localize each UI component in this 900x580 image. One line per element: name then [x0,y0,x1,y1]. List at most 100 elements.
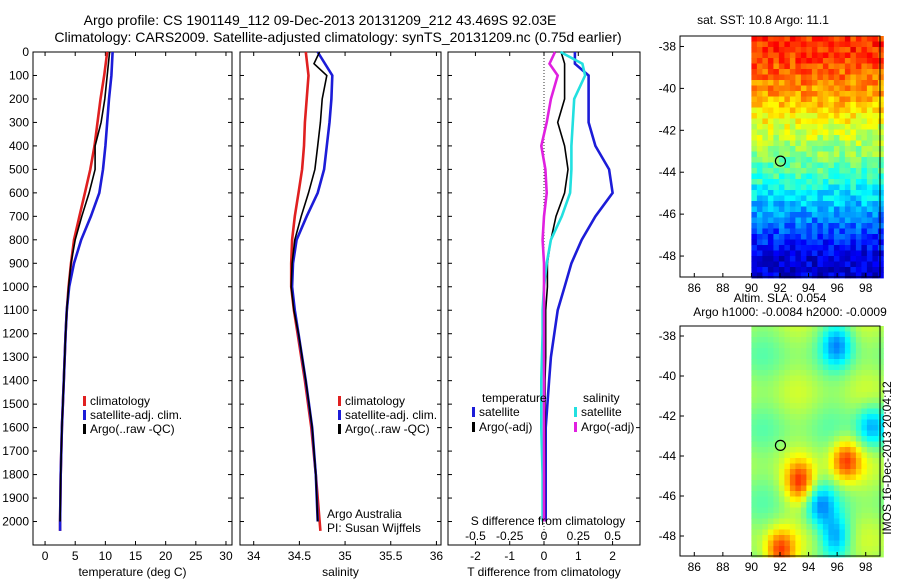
sla_map-cell [828,331,835,338]
sst_map-cell [844,179,851,185]
sst_map-cell [800,36,807,42]
sla_map-cell [784,408,791,415]
sst_map-cell [778,91,785,97]
sla_map-xtick-label: 88 [716,560,730,574]
sla_map-cell [751,491,758,497]
sst_map-cell [784,85,791,92]
sst_map-cell [778,173,785,180]
sla_map-cell [778,507,785,514]
sla_map-cell [850,425,857,431]
sst_map-cell [855,195,862,202]
sst_map-cell [789,212,796,218]
sla_map-xtick-label: 86 [688,560,702,574]
sst_map-cell [828,74,835,81]
sla_map-cell [822,452,829,459]
sst_map-cell [800,107,807,114]
sla_map-cell [828,408,835,415]
sst_map-cell [822,102,829,108]
sst_map-cell [833,124,840,130]
sst_map-cell [844,190,851,196]
sst_map-cell [811,140,818,147]
sst_map-cell [795,96,802,103]
sla_map-cell [822,425,829,431]
sst_map-cell [866,69,873,75]
sla_map-cell [866,507,873,514]
sla_map-cell [872,502,879,508]
sst_map-cell [767,146,774,152]
temperature-ytick-label: 1900 [2,491,29,505]
sst_map-cell [784,129,791,136]
sla_map-cell [767,408,774,415]
sst_map-cell [789,74,796,81]
sla_map-cell [778,353,785,360]
sst_map-cell [828,41,835,48]
sst_map-cell [866,146,873,152]
sst_map-cell [795,107,802,114]
sla_map-cell [800,513,807,519]
sla_map-cell [784,474,791,481]
sla_map-cell [811,381,818,387]
sst_map-cell [795,58,802,64]
sla_map-cell [817,551,824,558]
sst_map-cell [833,184,840,191]
sst_map-cell [850,107,857,114]
sla_map-cell [795,469,802,475]
sst_map-cell [817,190,824,196]
sst_map-cell [861,107,868,114]
sst_map-cell [778,217,785,224]
sst_map-cell [877,63,884,70]
sst_map-cell [806,162,813,169]
sla_map-cell [773,452,780,459]
sla_map-cell [751,518,758,525]
sla_map-cell [872,474,879,481]
sst_map-cell [806,135,813,141]
sla_map-cell [800,348,807,354]
sla_map-cell [866,436,873,442]
sla_map-cell [866,496,873,503]
sst_map-cell [850,36,857,42]
sla_map-cell [822,375,829,382]
sla_map-cell [861,331,868,338]
sla_map-cell [784,447,791,453]
sla_map-cell [866,474,873,481]
sla_map-cell [773,535,780,541]
sla_map-cell [850,447,857,453]
sst_map-cell [866,47,873,53]
sla_map-cell [811,342,818,349]
sst_map-cell [850,102,857,108]
sst_map-cell [850,256,857,262]
sst_map-cell [800,85,807,92]
sst_map-cell [767,261,774,268]
sst_map-cell [877,129,884,136]
sla_map-cell [778,381,785,387]
sla_map-cell [778,529,785,536]
sst_map-cell [861,52,868,59]
sst_map-cell [756,107,763,114]
sst_map-cell [877,239,884,246]
sla_map-cell [817,485,824,492]
sst_map-cell [767,52,774,59]
temperature-xtick-label: 10 [99,549,113,563]
sst_map-cell [789,217,796,224]
sla_map-cell [767,414,774,420]
sst_map-cell [855,135,862,141]
sst_map-cell [756,69,763,75]
sla_map-cell [844,375,851,382]
sst_map-cell [800,173,807,180]
sst_map-cell [822,184,829,191]
sst_map-cell [850,162,857,169]
sla_map-cell [762,436,769,442]
sst_map-cell [833,223,840,229]
sla_map-cell [872,507,879,514]
sst_map-cell [778,195,785,202]
sla_map-cell [872,436,879,442]
sst_map-cell [817,245,824,251]
sla_map-cell [828,430,835,437]
sst_map-cell [811,113,818,119]
sst_map-cell [828,80,835,86]
sst_map-cell [855,157,862,163]
sla_map-cell [828,469,835,475]
difference-xtick-label: 0 [541,549,548,563]
sla_map-cell [877,518,884,525]
sla_map-cell [789,397,796,404]
